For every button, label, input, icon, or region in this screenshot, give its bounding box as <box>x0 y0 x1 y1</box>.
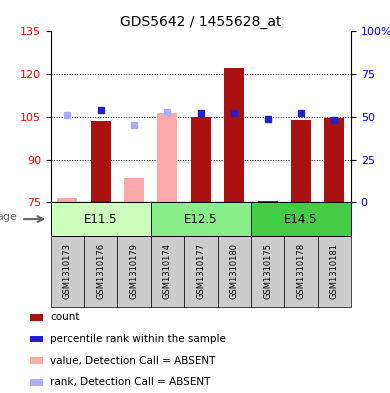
Bar <box>191 117 211 202</box>
Bar <box>317 236 351 307</box>
Title: GDS5642 / 1455628_at: GDS5642 / 1455628_at <box>120 15 282 29</box>
Bar <box>91 121 111 202</box>
Bar <box>30 357 43 364</box>
Bar <box>57 198 77 202</box>
Bar <box>251 202 351 236</box>
Bar <box>224 68 244 202</box>
Bar <box>124 178 144 202</box>
Bar <box>324 118 344 202</box>
Bar <box>218 236 251 307</box>
Text: GSM1310179: GSM1310179 <box>129 243 138 299</box>
Text: rank, Detection Call = ABSENT: rank, Detection Call = ABSENT <box>50 377 210 387</box>
Bar <box>30 379 43 386</box>
Bar <box>151 202 251 236</box>
Bar <box>284 236 317 307</box>
Bar <box>158 113 177 202</box>
Text: GSM1310175: GSM1310175 <box>263 243 272 299</box>
Bar <box>117 236 151 307</box>
Text: GSM1310177: GSM1310177 <box>196 243 206 299</box>
Bar <box>30 314 43 321</box>
Text: age: age <box>0 213 18 222</box>
Bar <box>257 201 278 202</box>
Bar <box>251 236 284 307</box>
Text: GSM1310181: GSM1310181 <box>330 243 339 299</box>
Text: E11.5: E11.5 <box>84 213 117 226</box>
Bar <box>184 236 218 307</box>
Text: GSM1310176: GSM1310176 <box>96 243 105 299</box>
Text: percentile rank within the sample: percentile rank within the sample <box>50 334 226 344</box>
Bar <box>151 236 184 307</box>
Bar <box>291 120 311 202</box>
Text: count: count <box>50 312 80 322</box>
Text: E12.5: E12.5 <box>184 213 218 226</box>
Bar <box>51 202 151 236</box>
Text: value, Detection Call = ABSENT: value, Detection Call = ABSENT <box>50 356 215 365</box>
Text: GSM1310173: GSM1310173 <box>63 243 72 299</box>
Bar <box>84 236 117 307</box>
Bar <box>51 236 84 307</box>
Text: GSM1310174: GSM1310174 <box>163 243 172 299</box>
Text: GSM1310180: GSM1310180 <box>230 243 239 299</box>
Bar <box>30 336 43 342</box>
Text: E14.5: E14.5 <box>284 213 318 226</box>
Text: GSM1310178: GSM1310178 <box>296 243 305 299</box>
